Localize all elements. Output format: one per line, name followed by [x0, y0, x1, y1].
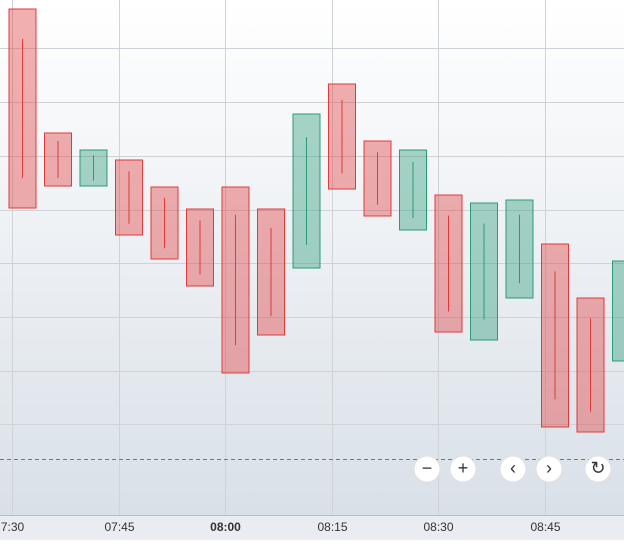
- control-button[interactable]: +: [450, 456, 476, 482]
- x-tick-label: 08:15: [317, 520, 347, 534]
- control-button[interactable]: −: [414, 456, 440, 482]
- button-icon: −: [422, 458, 433, 478]
- control-button[interactable]: ↻: [585, 456, 611, 482]
- x-tick-label: 07:45: [104, 520, 134, 534]
- control-button[interactable]: ‹: [500, 456, 526, 482]
- candle-box: [613, 261, 624, 361]
- button-icon: +: [458, 458, 469, 478]
- button-icon: ›: [546, 458, 552, 478]
- x-tick-label: 08:30: [423, 520, 453, 534]
- x-tick-label: 08:00: [210, 520, 241, 534]
- control-button[interactable]: ›: [536, 456, 562, 482]
- x-tick-label: 7:30: [1, 520, 25, 534]
- button-icon: ‹: [510, 458, 516, 478]
- x-tick-label: 08:45: [530, 520, 560, 534]
- button-icon: ↻: [590, 458, 605, 478]
